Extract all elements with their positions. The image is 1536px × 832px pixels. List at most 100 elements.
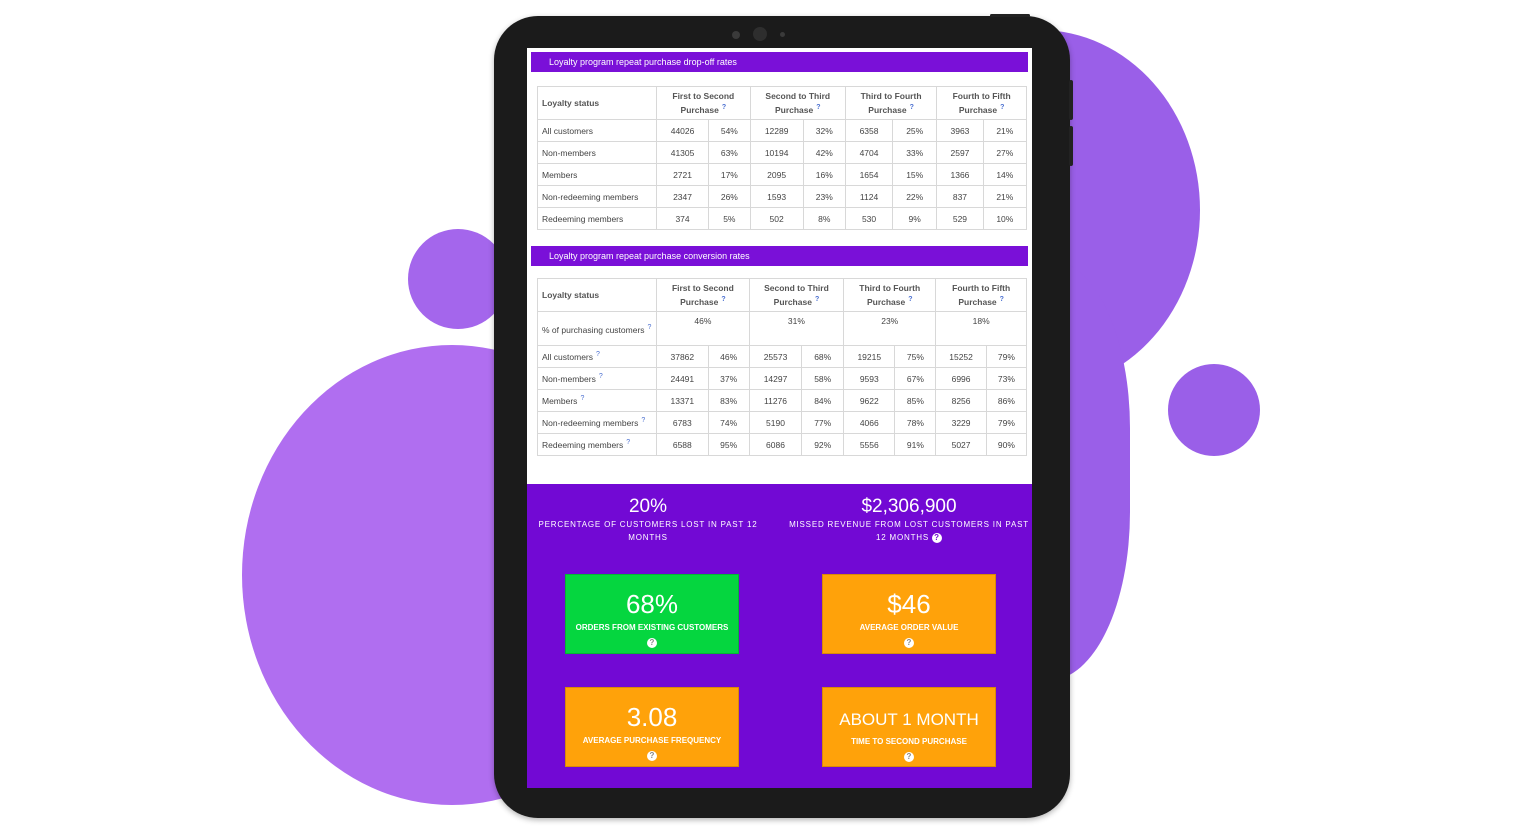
table-cell: 54%: [708, 119, 751, 142]
table-row: Redeeming members 374 5% 502 8% 530 9% 529 10%: [537, 207, 1028, 230]
help-icon[interactable]: ?: [904, 752, 914, 762]
background-circle: [408, 229, 508, 329]
table-cell: 46%: [707, 345, 750, 368]
table-cell: 10194: [749, 141, 804, 164]
table-cell: 78%: [894, 411, 937, 434]
row-label: Redeeming members?: [537, 433, 657, 456]
table-cell: 33%: [892, 141, 938, 164]
table-row: Non-members? 24491 37% 14297 58% 9593 67% 6996 7…: [537, 367, 1028, 390]
help-icon[interactable]: ?: [626, 439, 631, 447]
col-header-second-third: Second to Third Purchase?: [748, 278, 845, 312]
table-cell: 46%: [656, 311, 750, 346]
kpi-value: 68%: [625, 589, 679, 619]
table-cell: 41305: [655, 141, 710, 164]
table-cell: 83%: [707, 389, 750, 412]
help-icon[interactable]: ?: [647, 751, 657, 761]
table-cell: 8%: [802, 207, 846, 230]
help-icon[interactable]: ?: [816, 104, 821, 112]
table-cell: 77%: [801, 411, 845, 434]
missed-revenue-value: $2,306,900: [861, 496, 957, 517]
table-cell: 8256: [935, 389, 987, 412]
kpi-label: ORDERS FROM EXISTING CUSTOMERS: [575, 623, 729, 632]
table-cell: 9622: [843, 389, 896, 412]
help-icon[interactable]: ?: [598, 373, 603, 381]
background-circle: [1168, 364, 1260, 456]
row-label: Non-redeeming members?: [537, 411, 657, 434]
row-label: Members?: [537, 389, 657, 412]
kpi-value: $46: [887, 589, 931, 619]
top-button: [990, 14, 1030, 17]
row-label: Members: [537, 163, 657, 186]
table-cell: 84%: [801, 389, 845, 412]
table-cell: 17%: [708, 163, 751, 186]
help-icon[interactable]: ?: [721, 296, 726, 304]
table-cell: 2721: [655, 163, 710, 186]
row-label: Redeeming members: [537, 207, 657, 230]
col-header-loyalty-status: Loyalty status: [537, 86, 657, 120]
help-icon[interactable]: ?: [904, 638, 914, 648]
table-cell: 27%: [982, 141, 1028, 164]
col-header-third-fourth: Third to Fourth Purchase?: [843, 278, 937, 312]
table-cell: 11276: [748, 389, 803, 412]
table-cell: 5556: [843, 433, 896, 456]
table-cell: 95%: [707, 433, 750, 456]
kpi-card-purchase-frequency: 3.08 AVERAGE PURCHASE FREQUENCY ?: [565, 687, 739, 767]
table-row: Redeeming members? 6588 95% 6086 92% 5556 91% 5…: [537, 433, 1028, 456]
row-label: Non-redeeming members: [537, 185, 657, 208]
missed-revenue-stat: $2,306,900 MISSED REVENUE FROM LOST CUST…: [787, 496, 1031, 544]
table-row: % of purchasing customers? 46% 31% 23% 1…: [537, 311, 1027, 346]
sensor-dot: [732, 31, 740, 39]
table-cell: 502: [749, 207, 804, 230]
col-header-fourth-fifth: Fourth to Fifth Purchase?: [935, 278, 1027, 312]
table-cell: 1124: [844, 185, 894, 208]
table-cell: 37862: [656, 345, 709, 368]
table-cell: 21%: [982, 119, 1028, 142]
help-icon[interactable]: ?: [580, 395, 585, 403]
table-row: Members? 13371 83% 11276 84% 9622 85% 8256 86%: [537, 389, 1028, 412]
help-icon[interactable]: ?: [814, 296, 820, 304]
tablet-screen: Loyalty program repeat purchase drop-off…: [527, 48, 1032, 788]
help-icon[interactable]: ?: [999, 296, 1004, 304]
conversion-section-title: Loyalty program repeat purchase conversi…: [531, 246, 1028, 266]
kpi-value: 3.08: [626, 702, 678, 732]
table-cell: 26%: [708, 185, 751, 208]
camera-lens: [753, 27, 767, 41]
help-icon[interactable]: ?: [596, 351, 600, 359]
table-cell: 74%: [707, 411, 750, 434]
table-cell: 6358: [844, 119, 894, 142]
help-icon[interactable]: ?: [909, 104, 914, 112]
table-cell: 18%: [935, 311, 1027, 346]
col-header-first-second: First to Second Purchase?: [656, 278, 750, 312]
table-cell: 529: [936, 207, 984, 230]
table-row: All customers? 37862 46% 25573 68% 19215 75% 15…: [537, 345, 1028, 368]
table-cell: 79%: [985, 411, 1028, 434]
lost-customers-label: PERCENTAGE OF CUSTOMERS LOST IN PAST 12 …: [538, 520, 758, 542]
side-button: [1069, 126, 1073, 166]
col-header-second-third: Second to Third Purchase?: [749, 86, 846, 120]
table-cell: 4704: [844, 141, 894, 164]
table-cell: 374: [655, 207, 710, 230]
table-cell: 86%: [985, 389, 1028, 412]
kpi-card-time-to-second: ABOUT 1 MONTH TIME TO SECOND PURCHASE ?: [822, 687, 996, 767]
table-cell: 14297: [748, 367, 803, 390]
table-cell: 91%: [894, 433, 937, 456]
table-cell: 6588: [656, 433, 709, 456]
table-cell: 19215: [843, 345, 896, 368]
row-label: All customers?: [537, 345, 657, 368]
help-icon[interactable]: ?: [1000, 104, 1005, 112]
help-icon[interactable]: ?: [641, 417, 646, 425]
table-cell: 63%: [708, 141, 751, 164]
table-cell: 79%: [985, 345, 1028, 368]
help-icon[interactable]: ?: [647, 323, 652, 331]
table-cell: 68%: [801, 345, 845, 368]
help-icon[interactable]: ?: [721, 104, 727, 112]
help-icon[interactable]: ?: [647, 638, 657, 648]
table-cell: 23%: [802, 185, 846, 208]
help-icon[interactable]: ?: [908, 296, 913, 304]
side-button: [1069, 80, 1073, 120]
help-icon[interactable]: ?: [932, 533, 943, 543]
table-row: Non-redeeming members? 6783 74% 5190 77% 4066…: [537, 411, 1028, 434]
missed-revenue-label: MISSED REVENUE FROM LOST CUSTOMERS IN PA…: [789, 520, 1029, 542]
lost-customers-value: 20%: [628, 496, 668, 517]
table-cell: 24491: [656, 367, 709, 390]
